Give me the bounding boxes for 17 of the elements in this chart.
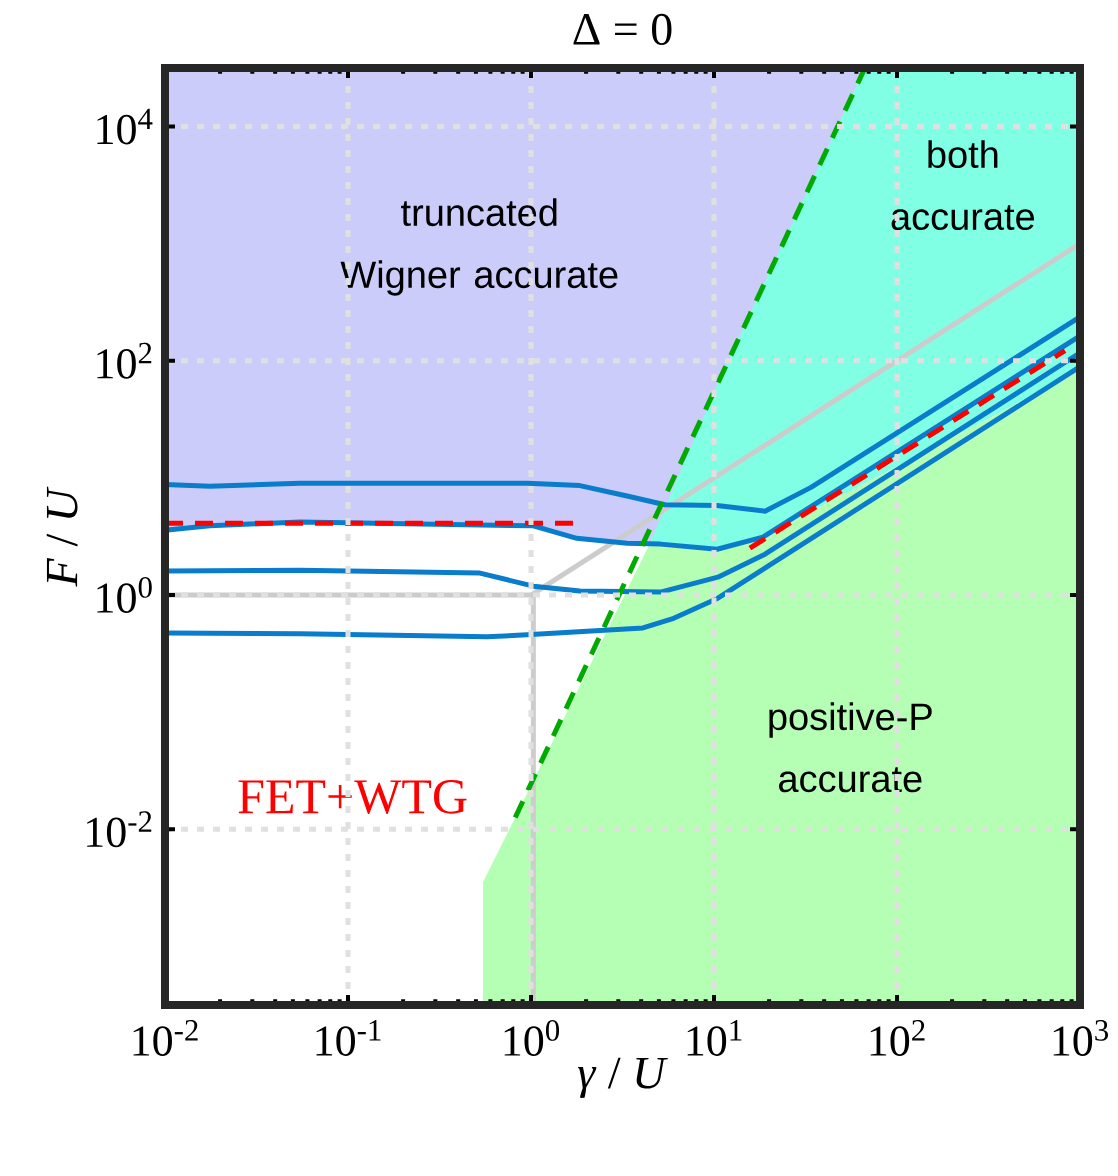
y-tick-label: 10$^{0}$ (97, 577, 152, 614)
y-tick-label: 10$^{4}$ (97, 108, 153, 145)
text: FET+WTG (238, 780, 467, 814)
series-label: truncated Wigner accurate (340, 198, 618, 296)
x-tick-label: 10$^{-1}$ (316, 1020, 381, 1056)
x-axis-title: γ / U (578, 1057, 668, 1098)
y-axis-title: F / U (46, 486, 78, 587)
x-tick-label: 10$^{2}$ (870, 1020, 925, 1056)
chart-title: Δ = 0 (573, 13, 672, 45)
x-tick-label: 10$^{0}$ (504, 1020, 560, 1057)
series-label: both accurate (891, 140, 1035, 231)
x-tick-label: 10$^{3}$ (1053, 1020, 1109, 1056)
x-tick-label: 10$^{1}$ (687, 1020, 742, 1056)
series-label: positive-P accurate (769, 702, 932, 793)
x-tick-label: 10$^{-2}$ (133, 1020, 198, 1056)
y-tick-label: 10$^{-2}$ (87, 811, 152, 848)
y-tick-label: 10$^{2}$ (97, 342, 152, 379)
